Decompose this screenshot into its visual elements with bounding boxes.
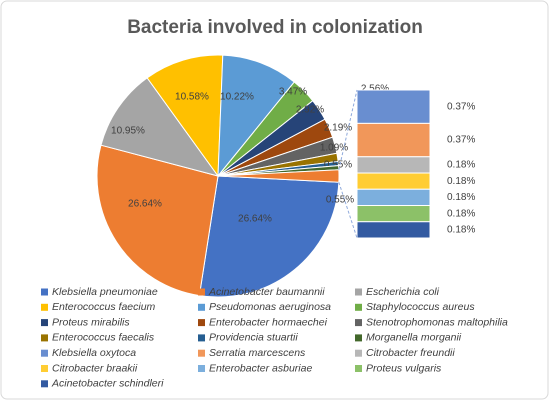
legend-swatch (355, 365, 362, 372)
data-label: 0.55% (326, 195, 354, 206)
legend-swatch (41, 319, 48, 327)
data-label: 1.09% (320, 143, 348, 154)
legend-swatch (198, 349, 205, 357)
pie-slice (217, 169, 340, 183)
legend-swatch (41, 349, 48, 357)
legend-label: Citrobacter braakii (52, 362, 138, 374)
bar-segment (356, 172, 431, 190)
legend-swatch (355, 334, 362, 342)
data-label: 0.18% (447, 225, 475, 236)
legend-label: Escherichia coli (366, 286, 440, 298)
legend-swatch (198, 334, 205, 342)
legend-label: Enterobacter hormaechei (209, 316, 328, 328)
bar-segment (356, 221, 431, 239)
data-label: 26.64% (238, 214, 272, 225)
legend-label: Proteus vulgaris (366, 362, 442, 374)
legend-swatch (355, 349, 362, 357)
legend-label: Staphylococcus aureus (366, 301, 475, 313)
bar-segment (356, 188, 431, 207)
data-label: 0.18% (447, 176, 475, 187)
data-label: 10.95% (111, 126, 145, 137)
data-label: 0.18% (447, 192, 475, 203)
legend-swatch (41, 303, 48, 311)
pie-slice (100, 77, 220, 177)
legend-label: Proteus mirabilis (52, 316, 130, 328)
connector-line (338, 89, 358, 170)
data-label: 2.56% (361, 84, 389, 95)
bar-segment (356, 205, 431, 223)
legend-swatch (198, 288, 205, 296)
legend-swatch (41, 365, 48, 372)
legend-label: Pseudomonas aeruginosa (209, 301, 331, 313)
data-label: 0.37% (447, 101, 475, 112)
pie-slice (146, 54, 224, 178)
legend-label: Acinetobacter schindleri (51, 378, 164, 390)
pie-slice (198, 175, 340, 298)
data-label: 2.19% (324, 123, 352, 134)
data-label: 10.22% (220, 92, 254, 103)
legend-label: Stenotrophomonas maltophilia (366, 316, 508, 328)
legend-swatch (41, 380, 48, 388)
bar-segment (356, 156, 431, 174)
data-label: 0.18% (447, 208, 475, 219)
legend-label: Serratia marcescens (209, 347, 306, 359)
data-label: 0.37% (447, 135, 475, 146)
legend-swatch (355, 319, 362, 327)
legend-swatch (355, 303, 362, 311)
pie-slice (217, 54, 295, 178)
legend-label: Enterobacter asburiae (209, 362, 312, 374)
legend-label: Klebsiella pneumoniae (52, 286, 158, 298)
legend-swatch (198, 319, 205, 327)
legend-swatch (198, 365, 205, 372)
bar-segment (356, 122, 431, 158)
legend-label: Morganella morganii (366, 332, 462, 344)
bar-segment (356, 89, 431, 124)
pie-slice (96, 144, 219, 297)
chart-title: Bacteria involved in colonization (127, 17, 423, 38)
legend-label: Enterococcus faecalis (52, 332, 155, 344)
data-label: 0.18% (447, 160, 475, 171)
legend-swatch (41, 288, 48, 296)
data-label: 3.47% (279, 87, 307, 98)
legend-label: Klebsiella oxytoca (52, 347, 136, 359)
data-label: 2.92% (296, 105, 324, 116)
legend-swatch (198, 303, 205, 311)
data-label: 10.58% (175, 92, 209, 103)
legend-label: Providencia stuartii (209, 332, 298, 344)
legend-label: Enterococcus faecium (52, 301, 156, 313)
data-label: 26.64% (128, 199, 162, 210)
legend-swatch (355, 288, 362, 296)
legend-label: Citrobacter freundii (366, 347, 455, 359)
legend-swatch (41, 334, 48, 342)
legend-label: Acinetobacter baumannii (208, 286, 325, 298)
